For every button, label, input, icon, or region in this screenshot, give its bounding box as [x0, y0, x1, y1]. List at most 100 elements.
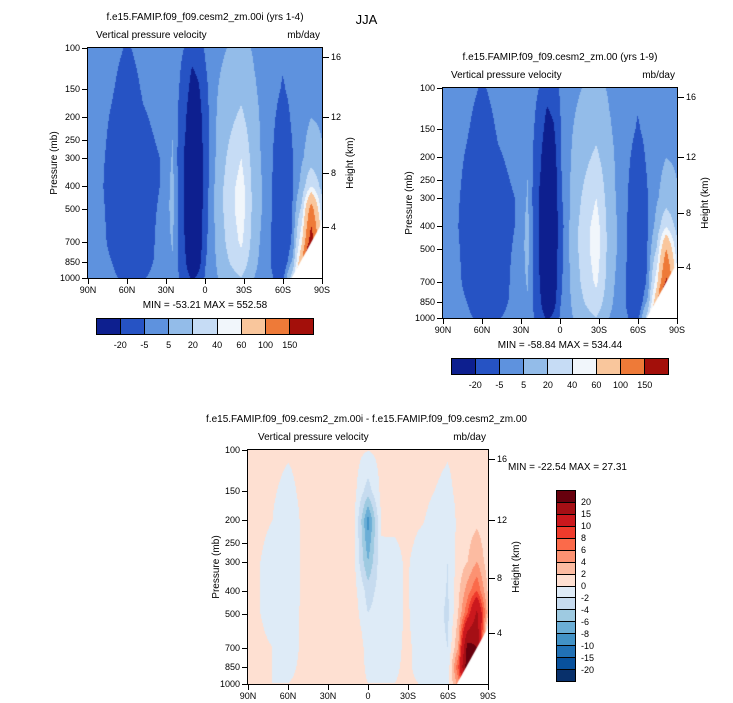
latitude-tick-label: 90S [668, 325, 685, 335]
latitude-tick-label: 30N [157, 285, 175, 295]
min-max-stats: MIN = -22.54 MAX = 27.31 [508, 462, 627, 473]
height-tick-label: 12 [497, 515, 508, 526]
latitude-tick-label: 30N [319, 691, 337, 701]
latitude-tick-label: 90N [79, 285, 97, 295]
height-tick-mark [489, 520, 495, 522]
latitude-tick-mark [448, 685, 449, 690]
height-tick-mark [323, 117, 329, 118]
colorbar-segment [168, 319, 193, 334]
height-tick-mark [323, 227, 329, 229]
latitude-tick-label: 0 [365, 691, 371, 701]
panel-title: f.e15.FAMIP.f09_f09.cesm2_zm.00 (yrs 1-9… [462, 52, 658, 63]
colorbar-tick-label: 100 [613, 380, 629, 390]
latitude-tick-mark [638, 319, 639, 324]
colorbar-tick-label: 6 [581, 545, 587, 555]
pressure-tick-label: 850 [224, 662, 240, 673]
colorbar-segment [475, 359, 500, 374]
latitude-tick-mark [283, 279, 284, 284]
latitude-tick-mark [127, 279, 128, 284]
colorbar-segment [557, 609, 575, 622]
colorbar-tick-label: 20 [581, 497, 592, 507]
pressure-tick-mark [242, 613, 248, 615]
field-label: Vertical pressure velocity [96, 30, 207, 41]
height-tick-label: 4 [331, 222, 337, 233]
pressure-tick-label: 150 [64, 83, 80, 94]
figure-title: JJA [355, 12, 378, 27]
latitude-tick-mark [443, 319, 444, 324]
pressure-tick-label: 200 [224, 515, 240, 526]
latitude-tick-mark [288, 685, 289, 690]
height-tick-label: 12 [331, 112, 342, 122]
latitude-tick-mark [328, 685, 329, 690]
colorbar-tick-label: -5 [495, 380, 504, 390]
height-tick-label: 16 [686, 92, 697, 103]
pressure-tick-mark [242, 520, 248, 522]
colorbar-tick-label: 4 [581, 557, 587, 567]
pressure-tick-mark [82, 242, 88, 244]
colorbar-segment [288, 319, 313, 334]
pressure-tick-mark [242, 543, 248, 545]
colorbar-tick-label: 150 [637, 380, 653, 390]
pressure-tick-mark [82, 157, 88, 159]
pressure-tick-mark [242, 647, 248, 649]
units-label: mb/day [642, 70, 675, 81]
pressure-tick-label: 1000 [414, 313, 435, 323]
field-label: Vertical pressure velocity [258, 432, 369, 443]
colorbar-tick-label: 2 [581, 569, 587, 579]
colorbar-segment [120, 319, 145, 334]
pressure-tick-label: 400 [419, 221, 435, 232]
latitude-tick-label: 90N [434, 325, 452, 335]
height-tick-label: 4 [497, 627, 503, 638]
pressure-tick-label: 250 [224, 538, 240, 549]
pressure-tick-mark [82, 208, 88, 210]
units-label: mb/day [453, 432, 486, 443]
pressure-tick-label: 100 [224, 445, 240, 455]
latitude-tick-mark [408, 685, 409, 690]
contour-plot [442, 87, 678, 319]
height-tick-mark [678, 97, 684, 99]
pressure-tick-mark [82, 261, 88, 263]
colorbar-segment [557, 597, 575, 610]
colorbar-segment [547, 359, 572, 374]
height-tick-mark [678, 213, 684, 215]
pressure-tick-label: 500 [64, 203, 80, 214]
colorbar-segment [557, 537, 575, 550]
colorbar-segment [595, 359, 620, 374]
colorbar-segment [452, 359, 476, 374]
latitude-tick-label: 30S [399, 691, 416, 701]
colorbar-segment [144, 319, 169, 334]
pressure-tick-label: 700 [64, 237, 80, 248]
latitude-tick-mark [599, 319, 600, 324]
latitude-tick-mark [244, 279, 245, 284]
latitude-tick-mark [205, 279, 206, 284]
height-tick-label: 16 [497, 454, 508, 465]
latitude-tick-label: 0 [202, 285, 208, 295]
height-tick-label: 12 [686, 152, 697, 162]
colorbar-segment [240, 319, 265, 334]
pressure-tick-mark [437, 88, 443, 89]
pressure-tick-mark [82, 117, 88, 119]
pressure-tick-mark [82, 48, 88, 49]
colorbar-tick-label: -20 [113, 340, 127, 350]
panel-title: f.e15.FAMIP.f09_f09.cesm2_zm.00i (yrs 1-… [106, 12, 304, 23]
colorbar-segment [571, 359, 596, 374]
height-tick-mark [678, 267, 684, 269]
pressure-tick-label: 300 [419, 192, 435, 203]
latitude-tick-label: 30S [590, 325, 607, 335]
colorbar-segment [557, 669, 575, 681]
pressure-tick-label: 150 [224, 486, 240, 497]
pressure-tick-mark [242, 590, 248, 592]
latitude-tick-mark [482, 319, 483, 324]
pressure-tick-label: 850 [419, 296, 435, 307]
pressure-tick-mark [242, 561, 248, 563]
height-tick-label: 4 [686, 262, 692, 273]
colorbar-segment [557, 525, 575, 538]
pressure-tick-label: 700 [224, 642, 240, 653]
pressure-tick-mark [437, 128, 443, 130]
height-tick-mark [323, 173, 329, 175]
colorbar-tick-label: -10 [581, 641, 595, 651]
height-tick-label: 8 [686, 208, 692, 219]
latitude-tick-mark [560, 319, 561, 324]
colorbar-tick-label: 40 [212, 340, 223, 350]
